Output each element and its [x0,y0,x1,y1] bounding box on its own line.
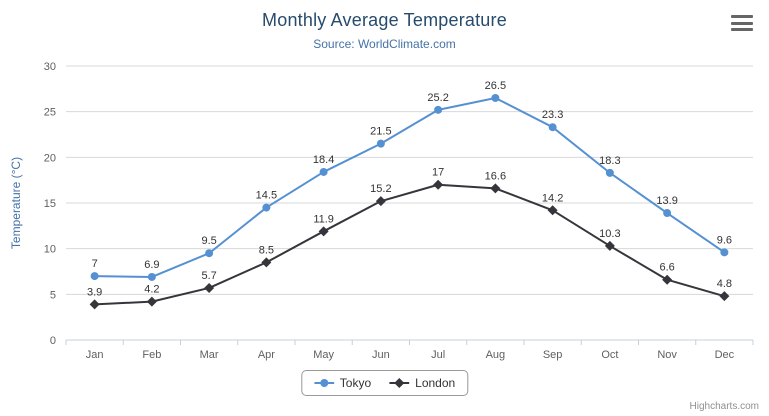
legend-symbol [319,379,328,387]
data-point-marker[interactable] [262,203,271,212]
data-point-marker[interactable] [204,282,215,293]
chart-subtitle: Source: WorldClimate.com [313,37,456,51]
data-point-marker[interactable] [376,139,385,148]
legend: Tokyo London [300,370,469,396]
hamburger-icon [731,21,753,25]
y-axis-tick-label: 15 [44,198,56,210]
data-point-marker[interactable] [720,248,729,257]
data-label: 4.8 [717,278,732,290]
x-axis-tick-label: Aug [486,349,506,361]
legend-label: Tokyo [339,376,372,390]
y-axis-tick-label: 10 [44,244,56,256]
data-point-marker[interactable] [433,179,444,190]
data-point-marker[interactable] [375,196,386,207]
diamond-marker-icon [389,378,410,388]
x-axis-tick-label: Apr [258,349,275,361]
data-label: 18.3 [599,155,620,167]
data-label: 23.3 [542,109,563,121]
chart-context-menu-button[interactable] [731,15,753,31]
data-label: 7 [92,258,98,270]
data-label: 18.4 [313,154,334,166]
data-point-marker[interactable] [205,249,214,258]
y-axis-tick-label: 20 [44,152,56,164]
data-point-marker[interactable] [490,183,501,194]
x-axis-tick-label: Sep [543,349,563,361]
data-point-marker[interactable] [319,167,328,176]
y-axis-tick-label: 25 [44,107,56,119]
data-point-marker[interactable] [662,274,673,285]
x-axis-tick-label: Feb [142,349,161,361]
hamburger-icon [731,15,753,18]
data-point-marker[interactable] [547,205,558,216]
data-point-marker[interactable] [548,123,557,132]
y-axis-title: Temperature (°C) [9,157,23,249]
x-axis-tick-label: Jun [372,349,390,361]
data-label: 6.6 [659,262,674,274]
x-axis-tick-label: May [313,349,334,361]
data-point-marker[interactable] [261,257,272,268]
series-line-london [94,183,725,306]
data-point-marker[interactable] [491,93,500,102]
data-label: 8.5 [259,244,274,256]
y-axis-tick-label: 30 [44,61,56,73]
data-point-marker[interactable] [318,226,329,237]
highcharts-credit[interactable]: Highcharts.com [689,401,759,412]
y-axis-tick-label: 5 [50,289,56,301]
x-axis-tick-label: Oct [601,349,618,361]
legend-label: London [415,376,456,390]
data-label: 3.9 [87,286,102,298]
chart-title: Monthly Average Temperature [262,10,507,30]
data-label: 11.9 [313,213,334,225]
x-axis-tick-label: Nov [657,349,677,361]
data-point-marker[interactable] [719,291,730,302]
series-line-tokyo [94,96,725,278]
data-point-marker[interactable] [90,272,99,281]
data-label: 6.9 [144,259,159,271]
data-label: 16.6 [485,170,506,182]
x-axis-tick-label: Jul [431,349,445,361]
data-label: 9.6 [717,234,732,246]
legend-item-london[interactable]: London [389,376,455,390]
y-axis-tick-label: 0 [50,335,56,347]
x-axis-tick-label: Dec [715,349,735,361]
data-label: 25.2 [427,92,448,104]
data-label: 4.2 [144,284,159,296]
data-point-marker[interactable] [146,296,157,307]
hamburger-icon [731,28,753,31]
data-label: 21.5 [370,126,391,138]
data-label: 9.5 [201,235,216,247]
data-point-marker[interactable] [605,168,614,177]
data-label: 14.2 [542,192,563,204]
data-label: 14.5 [256,190,277,202]
data-point-marker[interactable] [604,240,615,251]
data-point-marker[interactable] [89,299,100,310]
data-point-marker[interactable] [147,272,156,281]
data-label: 13.9 [656,195,677,207]
data-label: 15.2 [370,183,391,195]
circle-marker-icon [313,379,334,387]
legend-symbol [394,378,405,388]
legend-item-tokyo[interactable]: Tokyo [313,376,372,390]
data-label: 26.5 [485,80,506,92]
data-point-marker[interactable] [434,105,443,114]
data-label: 5.7 [201,270,216,282]
data-point-marker[interactable] [663,209,672,218]
data-label: 10.3 [599,228,620,240]
data-label: 17 [432,167,444,179]
x-axis-tick-label: Mar [200,349,219,361]
x-axis-tick-label: Jan [86,349,104,361]
